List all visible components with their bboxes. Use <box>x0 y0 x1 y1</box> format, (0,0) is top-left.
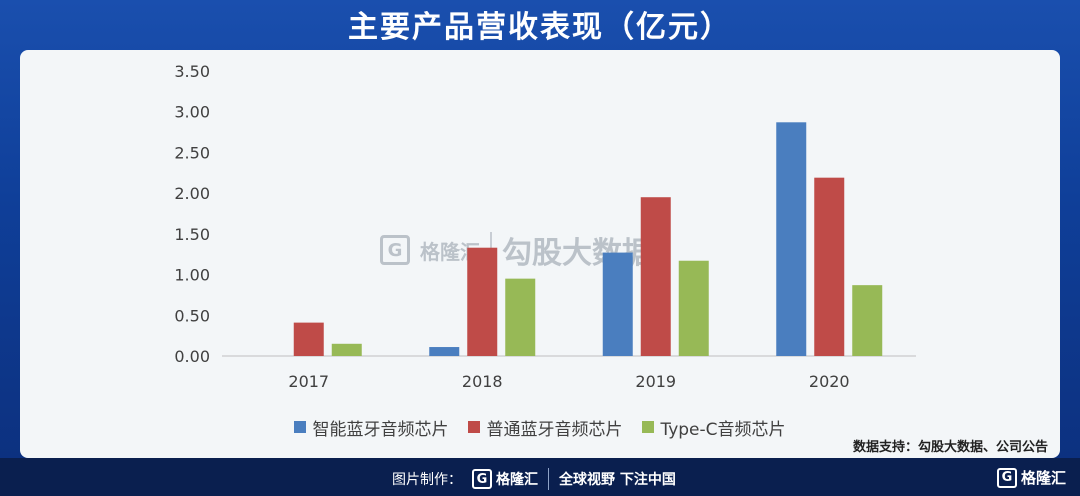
y-tick-label: 0.50 <box>174 306 210 325</box>
x-tick-label: 2020 <box>809 372 850 391</box>
y-tick-label: 0.00 <box>174 347 210 366</box>
x-tick-label: 2017 <box>288 372 329 391</box>
legend-item: 普通蓝牙音频芯片 <box>468 415 622 440</box>
y-tick-label: 2.50 <box>174 143 210 162</box>
bar <box>640 197 671 356</box>
x-tick-label: 2019 <box>635 372 676 391</box>
source-note: 数据支持：勾股大数据、公司公告 <box>852 440 1048 455</box>
legend-item: Type-C音频芯片 <box>642 415 786 440</box>
footer-logo: G 格隆汇 <box>472 469 538 489</box>
y-tick-label: 3.50 <box>174 62 210 81</box>
footer-slogan: 全球视野 下注中国 <box>559 472 676 488</box>
bar <box>293 322 324 356</box>
y-tick-label: 3.00 <box>174 103 210 122</box>
bar <box>776 122 807 356</box>
bar <box>505 278 536 356</box>
bar <box>852 285 883 356</box>
legend-label: 智能蓝牙音频芯片 <box>312 419 449 440</box>
bar <box>602 252 633 356</box>
page-title: 主要产品营收表现（亿元） <box>348 10 732 45</box>
footer-right-brand: 格隆汇 <box>1020 469 1066 487</box>
y-tick-label: 1.50 <box>174 225 210 244</box>
legend-label: 普通蓝牙音频芯片 <box>486 419 623 440</box>
legend-swatch <box>642 421 655 433</box>
legend-swatch <box>294 421 307 433</box>
footer-divider <box>548 468 549 490</box>
bar <box>429 347 460 356</box>
bar <box>331 343 362 356</box>
bar-chart: 0.00 0.50 1.00 1.50 2.00 2.50 3.00 3.50 2017 2018… <box>174 62 916 391</box>
x-tick-label: 2018 <box>462 372 503 391</box>
legend-label: Type-C音频芯片 <box>660 419 786 440</box>
legend-swatch <box>468 421 481 433</box>
y-tick-label: 2.00 <box>174 184 210 203</box>
footer-logo-right: G 格隆汇 <box>996 467 1066 488</box>
bar <box>814 177 845 356</box>
chart-panel <box>20 50 1060 458</box>
footer-credit: 图片制作： G 格隆汇 全球视野 下注中国 <box>392 468 676 490</box>
bar <box>467 247 498 356</box>
footer-bar: 图片制作： G 格隆汇 全球视野 下注中国 G 格隆汇 <box>0 458 1080 496</box>
credit-label: 图片制作： <box>392 472 462 488</box>
bar <box>678 260 709 356</box>
chart-legend: 智能蓝牙音频芯片 普通蓝牙音频芯片 Type-C音频芯片 <box>0 415 1080 440</box>
legend-item: 智能蓝牙音频芯片 <box>294 415 448 440</box>
brand-logo-icon: G <box>472 469 492 489</box>
footer-brand: 格隆汇 <box>496 472 538 488</box>
brand-logo-icon: G <box>996 467 1017 488</box>
brand-logo-icon: G <box>380 235 410 265</box>
y-tick-label: 1.00 <box>174 266 210 285</box>
